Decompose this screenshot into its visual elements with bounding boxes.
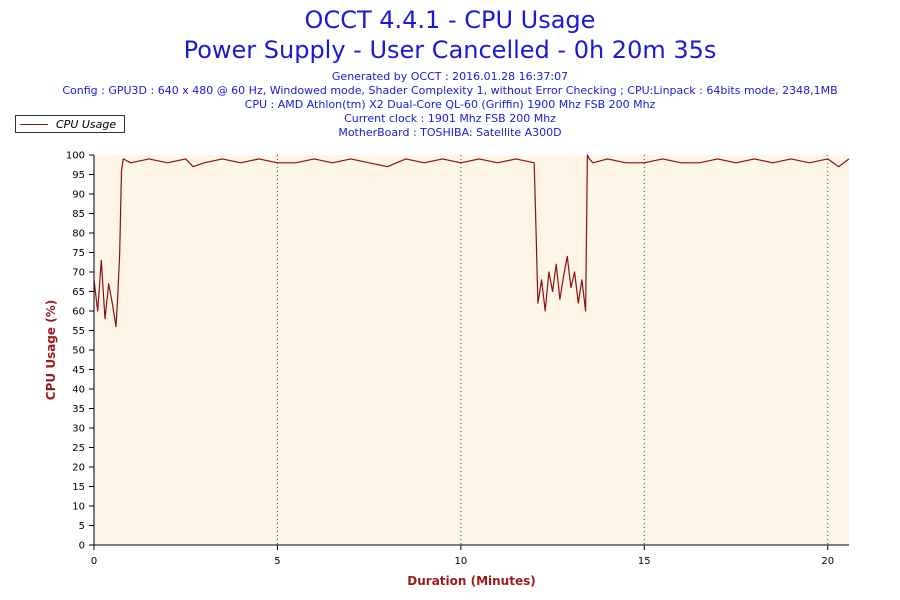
y-tick-label: 5 bbox=[79, 521, 85, 532]
y-tick-label: 50 bbox=[72, 346, 85, 357]
y-tick-label: 20 bbox=[72, 463, 85, 474]
info-motherboard: MotherBoard : TOSHIBA: Satellite A300D bbox=[338, 126, 562, 139]
x-axis-title: Duration (Minutes) bbox=[407, 574, 535, 588]
y-tick-label: 25 bbox=[72, 443, 85, 454]
y-tick-label: 0 bbox=[79, 541, 85, 552]
y-tick-label: 90 bbox=[72, 190, 85, 201]
y-tick-label: 35 bbox=[72, 404, 85, 415]
y-tick-label: 45 bbox=[72, 365, 85, 376]
y-tick-label: 65 bbox=[72, 287, 85, 298]
x-tick-label: 5 bbox=[274, 556, 280, 567]
chart-subtitle: Power Supply - User Cancelled - 0h 20m 3… bbox=[183, 36, 717, 64]
grid-lines bbox=[276, 155, 829, 545]
y-tick-label: 80 bbox=[72, 229, 85, 240]
y-tick-label: 75 bbox=[72, 248, 85, 259]
x-tick-label: 15 bbox=[638, 556, 651, 567]
y-tick-label: 10 bbox=[72, 502, 85, 513]
chart-title: OCCT 4.4.1 - CPU Usage bbox=[304, 6, 596, 34]
y-tick-label: 15 bbox=[72, 482, 85, 493]
legend-label: CPU Usage bbox=[56, 117, 117, 131]
x-tick-label: 10 bbox=[454, 556, 467, 567]
x-tick-label: 0 bbox=[91, 556, 97, 567]
info-generated: Generated by OCCT : 2016.01.28 16:37:07 bbox=[331, 70, 569, 83]
tick-marks bbox=[89, 154, 829, 550]
y-tick-label: 70 bbox=[72, 268, 85, 279]
legend-swatch bbox=[20, 123, 48, 125]
info-cpu: CPU : AMD Athlon(tm) X2 Dual-Core QL-60 … bbox=[244, 98, 656, 111]
y-tick-label: 55 bbox=[72, 326, 85, 337]
info-config: Config : GPU3D : 640 x 480 @ 60 Hz, Wind… bbox=[62, 84, 838, 97]
y-tick-label: 95 bbox=[72, 170, 85, 181]
y-tick-label: 60 bbox=[72, 307, 85, 318]
y-tick-label: 85 bbox=[72, 209, 85, 220]
info-current-clock: Current clock : 1901 Mhz FSB 200 Mhz bbox=[344, 112, 556, 125]
series-line-cpu-usage bbox=[93, 154, 850, 328]
y-tick-label: 30 bbox=[72, 424, 85, 435]
chart-legend: CPU Usage bbox=[15, 115, 125, 133]
tick-labels: 0510152025303540455055606570758085909510… bbox=[66, 151, 834, 568]
y-tick-label: 100 bbox=[66, 151, 85, 162]
x-tick-label: 20 bbox=[821, 556, 834, 567]
series-layer bbox=[93, 154, 850, 328]
y-axis-title: CPU Usage (%) bbox=[44, 300, 58, 400]
y-tick-label: 40 bbox=[72, 385, 85, 396]
plot-area bbox=[94, 155, 849, 545]
